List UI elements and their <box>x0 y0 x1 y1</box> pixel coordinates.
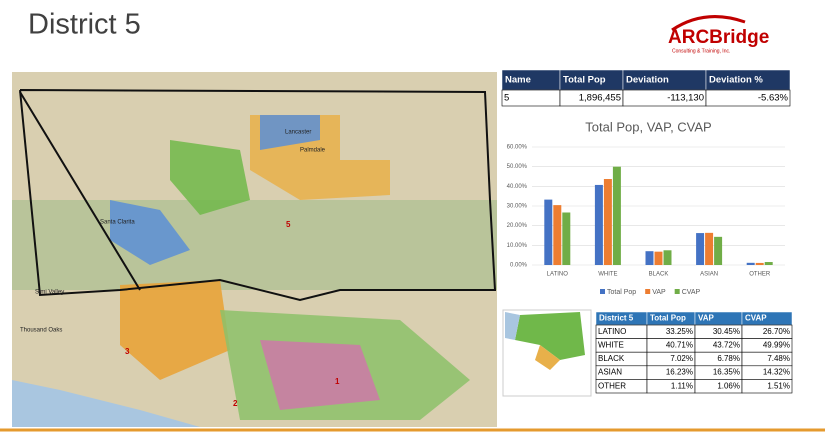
header-text: Total Pop <box>563 75 606 86</box>
legend-swatch <box>674 289 680 294</box>
cell-text: 49.99% <box>763 341 790 350</box>
y-tick-label: 30.00% <box>507 204 528 210</box>
bar <box>714 236 723 265</box>
legend-swatch <box>600 289 605 294</box>
map-label: 5 <box>286 220 291 229</box>
legend-label: Total Pop <box>607 289 636 296</box>
bar <box>562 212 571 265</box>
cell-text: 14.32% <box>763 368 790 377</box>
cell-text: ASIAN <box>598 368 622 377</box>
map-region <box>110 200 190 265</box>
bar <box>755 262 764 265</box>
cell-text: 33.25% <box>666 327 693 336</box>
y-tick-label: 50.00% <box>507 164 528 170</box>
x-tick-label: LATINO <box>547 272 569 278</box>
cell-text: 7.02% <box>670 354 693 363</box>
bar <box>654 251 663 265</box>
bar <box>645 251 654 265</box>
inset-region <box>505 312 520 340</box>
bar <box>746 262 755 265</box>
bar <box>594 184 603 265</box>
header-text: CVAP <box>745 314 767 323</box>
map-region <box>260 340 380 410</box>
header-text: VAP <box>698 314 715 323</box>
cell-text: 16.35% <box>713 368 740 377</box>
y-tick-label: 20.00% <box>507 223 528 229</box>
map: Lancaster Palmdale Santa Clarita Simi Valle… <box>12 72 497 427</box>
cell-text: 5 <box>504 93 509 104</box>
cell <box>741 379 793 394</box>
cell-text: 43.72% <box>713 341 740 350</box>
bar <box>764 262 773 265</box>
map-ocean <box>12 380 200 427</box>
cell-text: 1,896,455 <box>579 93 621 104</box>
header-text: District 5 <box>599 314 634 323</box>
cell-text: WHITE <box>598 341 624 350</box>
legend-label: VAP <box>652 289 666 296</box>
bar <box>705 232 714 265</box>
map-mountains <box>12 200 497 290</box>
map-label: 1 <box>335 377 340 386</box>
cell-text: 1.06% <box>717 381 740 390</box>
legend-label: CVAP <box>682 289 701 296</box>
cell-text: 6.78% <box>717 354 740 363</box>
y-tick-label: 40.00% <box>507 184 528 190</box>
map-label: 2 <box>233 399 238 408</box>
cell-text: 26.70% <box>763 327 790 336</box>
header-text: Name <box>505 75 531 86</box>
cell-text: -5.63% <box>758 93 789 104</box>
map-label: Santa Clarita <box>100 220 135 226</box>
cell-text: -113,130 <box>667 93 704 104</box>
y-tick-label: 10.00% <box>507 243 528 249</box>
cell <box>705 89 791 107</box>
county-line <box>19 91 141 291</box>
x-tick-label: ASIAN <box>700 272 718 278</box>
map-label: Palmdale <box>300 148 326 154</box>
bar <box>612 166 621 265</box>
map-region <box>120 280 230 380</box>
inset-map <box>502 309 592 397</box>
cell-text: OTHER <box>598 381 626 390</box>
cell-text: 1.11% <box>671 381 693 390</box>
map-label: 3 <box>125 347 130 356</box>
header-text: Deviation <box>626 75 669 86</box>
cell-text: 7.48% <box>767 354 790 363</box>
logo-name: ARCBridge <box>668 27 769 48</box>
cell-text: 40.71% <box>666 341 693 350</box>
bar <box>603 179 612 265</box>
x-tick-label: BLACK <box>649 272 669 278</box>
chart-title: Total Pop, VAP, CVAP <box>585 119 711 134</box>
legend-swatch <box>645 289 651 294</box>
x-tick-label: WHITE <box>598 272 617 278</box>
logo-arc <box>671 15 746 32</box>
bar <box>663 250 672 265</box>
inset-region <box>535 345 560 370</box>
header-text: Total Pop <box>650 314 686 323</box>
district-boundary <box>19 89 497 302</box>
map-label: Lancaster <box>285 130 311 136</box>
cell-text: 16.23% <box>666 368 693 377</box>
y-tick-label: 0.00% <box>510 263 528 269</box>
cell-text: BLACK <box>598 354 625 363</box>
bar <box>696 233 705 265</box>
cell-text: 30.45% <box>713 327 740 336</box>
inset-region <box>515 312 585 360</box>
bar <box>553 205 562 265</box>
slide-title: District 5 <box>28 9 141 41</box>
header-text: Deviation % <box>709 75 763 86</box>
map-label: Thousand Oaks <box>20 328 62 334</box>
map-label: Simi Valley <box>35 290 64 296</box>
map-region <box>170 140 250 215</box>
logo-tagline: Consulting & Training, Inc. <box>672 48 730 54</box>
cell-text: LATINO <box>598 327 626 336</box>
cell-text: 1.51% <box>767 381 790 390</box>
y-tick-label: 60.00% <box>507 145 528 151</box>
map-region <box>260 115 320 150</box>
bar <box>544 199 553 265</box>
cell <box>501 89 561 107</box>
x-tick-label: OTHER <box>749 272 771 278</box>
